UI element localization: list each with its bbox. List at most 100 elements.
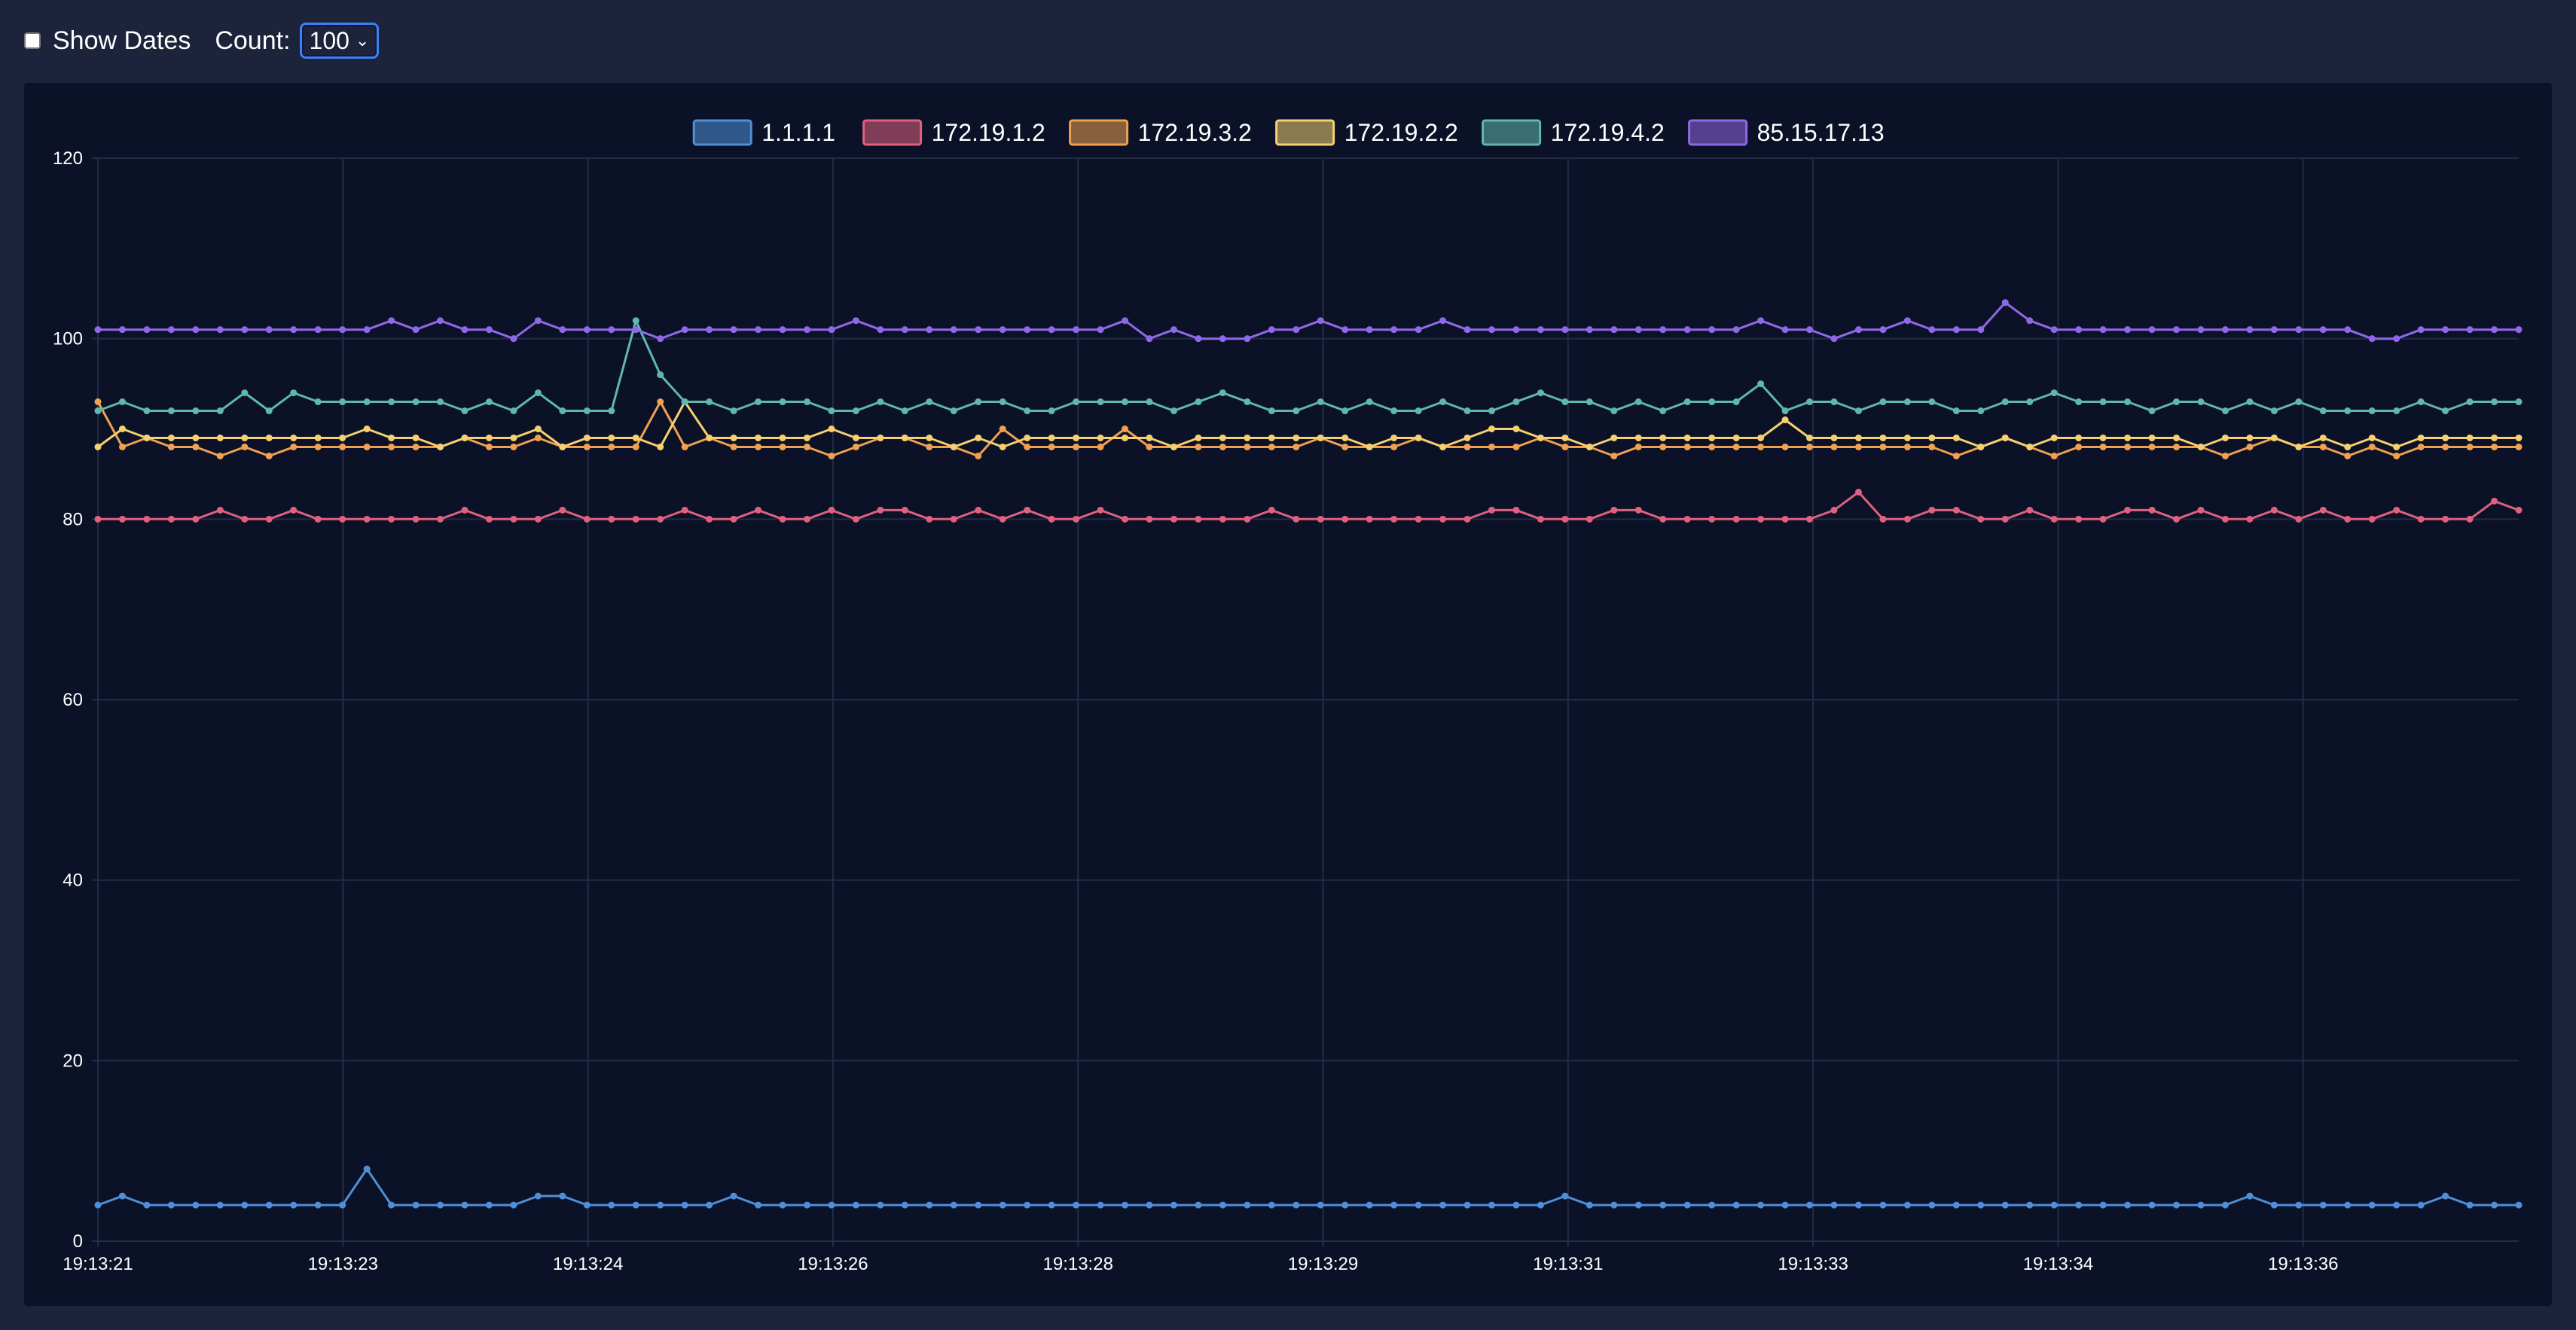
- data-point[interactable]: [1268, 506, 1275, 514]
- data-point[interactable]: [314, 443, 322, 450]
- data-point[interactable]: [1415, 407, 1422, 415]
- data-point[interactable]: [2515, 434, 2523, 441]
- data-point[interactable]: [2001, 434, 2009, 441]
- data-point[interactable]: [339, 1201, 346, 1209]
- data-point[interactable]: [1048, 407, 1055, 415]
- data-point[interactable]: [1146, 398, 1153, 406]
- data-point[interactable]: [657, 371, 664, 379]
- data-point[interactable]: [2491, 326, 2498, 334]
- data-point[interactable]: [485, 398, 493, 406]
- data-point[interactable]: [1244, 398, 1251, 406]
- data-point[interactable]: [1488, 1201, 1495, 1209]
- data-point[interactable]: [779, 515, 786, 523]
- data-point[interactable]: [1928, 398, 1936, 406]
- data-point[interactable]: [2393, 506, 2401, 514]
- data-point[interactable]: [1122, 426, 1129, 432]
- data-point[interactable]: [290, 1201, 298, 1209]
- data-point[interactable]: [852, 434, 859, 441]
- data-point[interactable]: [1659, 326, 1667, 334]
- data-point[interactable]: [2466, 443, 2474, 450]
- data-point[interactable]: [1561, 443, 1569, 450]
- data-point[interactable]: [1122, 434, 1129, 441]
- data-point[interactable]: [2466, 398, 2474, 406]
- data-point[interactable]: [1830, 434, 1838, 441]
- data-point[interactable]: [2026, 398, 2034, 406]
- data-point[interactable]: [1537, 1201, 1544, 1209]
- data-point[interactable]: [1244, 1201, 1251, 1209]
- data-point[interactable]: [412, 1201, 420, 1209]
- data-point[interactable]: [2270, 434, 2278, 441]
- data-point[interactable]: [1634, 398, 1642, 406]
- data-point[interactable]: [2344, 1201, 2352, 1209]
- data-point[interactable]: [1879, 398, 1887, 406]
- data-point[interactable]: [1366, 1201, 1373, 1209]
- data-point[interactable]: [2050, 1201, 2058, 1209]
- data-point[interactable]: [2221, 452, 2229, 459]
- data-point[interactable]: [265, 515, 273, 523]
- data-point[interactable]: [2001, 515, 2009, 523]
- data-point[interactable]: [1903, 1201, 1911, 1209]
- data-point[interactable]: [534, 515, 542, 523]
- data-point[interactable]: [1512, 506, 1520, 514]
- data-point[interactable]: [290, 506, 298, 514]
- data-point[interactable]: [339, 443, 346, 450]
- data-point[interactable]: [2026, 506, 2034, 514]
- data-point[interactable]: [1097, 434, 1104, 441]
- data-point[interactable]: [681, 506, 688, 514]
- data-point[interactable]: [510, 1201, 517, 1209]
- data-point[interactable]: [1854, 443, 1862, 450]
- data-point[interactable]: [755, 326, 762, 334]
- data-point[interactable]: [1024, 407, 1031, 415]
- data-point[interactable]: [730, 515, 737, 523]
- data-point[interactable]: [1708, 398, 1716, 406]
- data-point[interactable]: [2026, 317, 2034, 325]
- data-point[interactable]: [1683, 434, 1691, 441]
- data-point[interactable]: [1781, 407, 1789, 415]
- data-point[interactable]: [265, 434, 273, 441]
- data-point[interactable]: [1781, 1201, 1789, 1209]
- data-point[interactable]: [2319, 326, 2327, 334]
- data-point[interactable]: [901, 326, 908, 334]
- data-point[interactable]: [2270, 407, 2278, 415]
- data-point[interactable]: [559, 1192, 566, 1200]
- data-point[interactable]: [1293, 1201, 1300, 1209]
- data-point[interactable]: [510, 335, 517, 343]
- data-point[interactable]: [1659, 443, 1667, 450]
- data-point[interactable]: [1268, 434, 1275, 441]
- data-point[interactable]: [1219, 389, 1226, 397]
- data-point[interactable]: [1024, 434, 1031, 441]
- data-point[interactable]: [999, 443, 1006, 450]
- data-point[interactable]: [1317, 515, 1324, 523]
- data-point[interactable]: [852, 515, 859, 523]
- data-point[interactable]: [2148, 506, 2156, 514]
- data-point[interactable]: [314, 326, 322, 334]
- data-point[interactable]: [2124, 326, 2132, 334]
- data-point[interactable]: [1977, 443, 1985, 450]
- data-point[interactable]: [1439, 398, 1447, 406]
- data-point[interactable]: [1659, 434, 1667, 441]
- data-point[interactable]: [926, 1201, 933, 1209]
- data-point[interactable]: [1097, 326, 1104, 334]
- data-point[interactable]: [485, 443, 493, 450]
- data-point[interactable]: [1659, 515, 1667, 523]
- data-point[interactable]: [1170, 443, 1177, 450]
- data-point[interactable]: [485, 515, 493, 523]
- data-point[interactable]: [1561, 326, 1569, 334]
- data-point[interactable]: [1512, 326, 1520, 334]
- data-point[interactable]: [901, 1201, 908, 1209]
- data-point[interactable]: [1634, 1201, 1642, 1209]
- data-point[interactable]: [706, 398, 713, 406]
- data-point[interactable]: [2393, 452, 2401, 459]
- data-point[interactable]: [339, 398, 346, 406]
- data-point[interactable]: [1952, 452, 1960, 459]
- data-point[interactable]: [1732, 434, 1740, 441]
- data-point[interactable]: [1170, 1201, 1177, 1209]
- data-point[interactable]: [877, 506, 884, 514]
- data-point[interactable]: [534, 1192, 542, 1200]
- data-point[interactable]: [1170, 515, 1177, 523]
- data-point[interactable]: [412, 443, 420, 450]
- data-point[interactable]: [412, 326, 420, 334]
- data-point[interactable]: [1879, 1201, 1887, 1209]
- data-point[interactable]: [975, 506, 982, 514]
- data-point[interactable]: [877, 434, 884, 441]
